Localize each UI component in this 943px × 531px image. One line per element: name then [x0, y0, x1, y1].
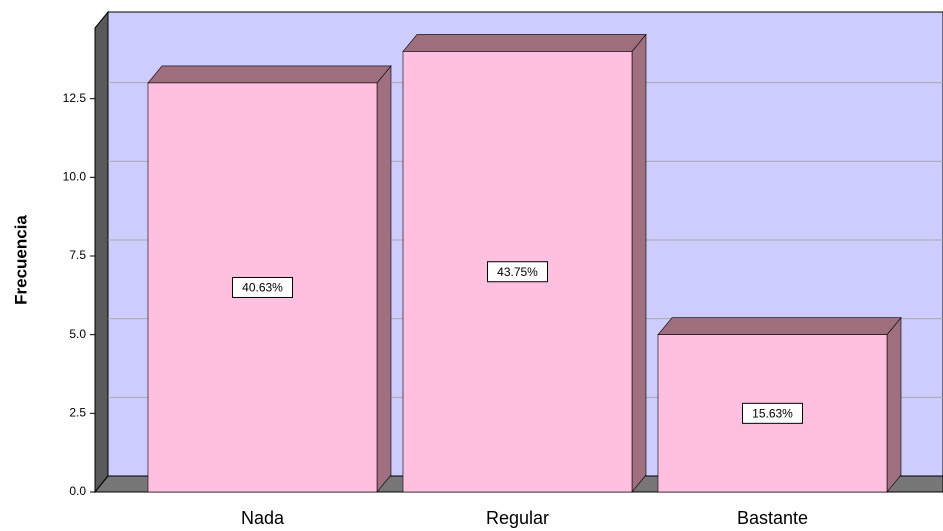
x-tick-label: Regular	[486, 508, 549, 528]
y-tick-label: 7.5	[69, 248, 86, 262]
data-label: 15.63%	[752, 407, 793, 421]
y-tick-label: 2.5	[69, 406, 86, 420]
x-tick-label: Bastante	[737, 508, 808, 528]
y-axis-label: Frecuencia	[11, 215, 30, 305]
y-tick-label: 12.5	[63, 91, 87, 105]
bar-top	[402, 34, 647, 52]
left-wall	[94, 10, 109, 494]
bar-side	[631, 33, 647, 493]
data-label-box	[487, 261, 548, 283]
data-label-box	[232, 276, 293, 298]
data-label-box	[742, 402, 803, 424]
bar-side	[886, 316, 902, 493]
bar-side	[376, 65, 392, 493]
bar-top	[147, 65, 392, 84]
bar-top	[657, 317, 902, 335]
y-tick-label: 5.0	[69, 327, 86, 341]
y-tick-label: 0.0	[69, 484, 86, 498]
y-tick-label: 10.0	[63, 170, 87, 184]
x-tick-label: Nada	[241, 508, 285, 528]
data-label: 43.75%	[497, 265, 538, 279]
data-label: 40.63%	[242, 281, 283, 295]
